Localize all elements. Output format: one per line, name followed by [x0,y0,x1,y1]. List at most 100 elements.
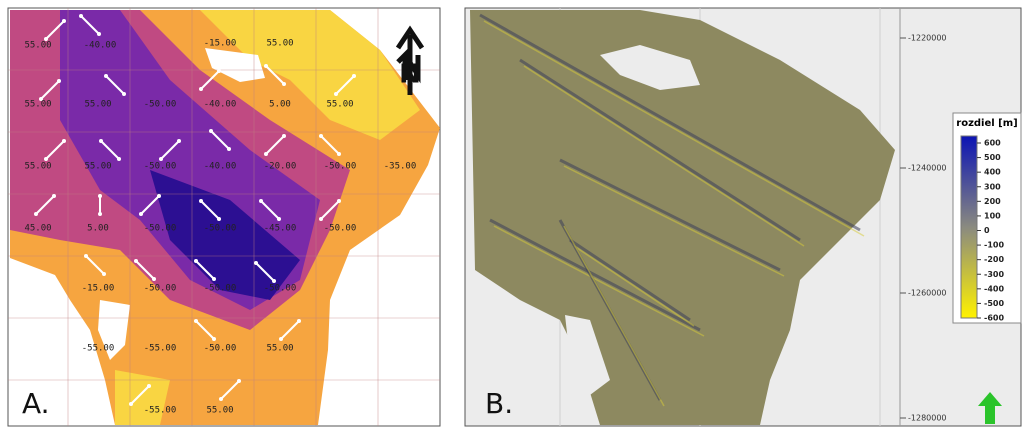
arrow-head [337,199,341,203]
y-tick-label: -1220000 [908,34,947,43]
arrow-head [79,14,83,18]
contour-label: 55.00 [266,344,293,354]
contour-label: 55.00 [84,100,111,110]
arrow-head [264,152,268,156]
arrow-head [254,261,258,265]
arrow-head [97,32,101,36]
contour-label: -50.00 [144,224,177,234]
legend-tick-label: 600 [984,139,1001,148]
contour-label: -40.00 [204,162,237,172]
contour-label: -50.00 [144,284,177,294]
y-tick-label: -1280000 [908,414,947,423]
contour-label: -55.00 [144,406,177,416]
contour-label: 5.00 [269,100,291,110]
arrow-head [62,19,66,23]
contour-label: -50.00 [204,284,237,294]
arrow-head [62,139,66,143]
contour-label: 55.00 [24,162,51,172]
contour-label: -40.00 [84,41,117,51]
legend-tick-label: -100 [984,241,1004,250]
arrow-head [259,199,263,203]
arrow-head [122,92,126,96]
contour-label: -15.00 [204,39,237,49]
contour-label: -40.00 [204,100,237,110]
arrow-head [217,69,221,73]
legend-tick-label: 400 [984,168,1001,177]
arrow-head [152,277,156,281]
arrow-head [319,217,323,221]
arrow-head [272,279,276,283]
contour-label: 45.00 [24,224,51,234]
contour-label: -50.00 [144,100,177,110]
legend-tick-label: 300 [984,182,1001,191]
contour-label: -55.00 [82,344,115,354]
legend-tick-label: 100 [984,211,1001,220]
panel-label: B. [485,387,513,420]
colorbar [961,136,977,318]
arrow-head [227,147,231,151]
arrow-head [217,217,221,221]
arrow-head [264,64,268,68]
arrow-head [99,139,103,143]
arrow-head [209,129,213,133]
arrow-head [104,74,108,78]
arrow-head [117,157,121,161]
contour-label: 55.00 [326,100,353,110]
arrow-head [157,194,161,198]
panel-a: 55.00 -40.00 -15.00 55.00 55.00 55.00 -50.00 -4… [8,8,440,426]
arrow-head [297,319,301,323]
arrow-head [98,212,102,216]
arrow-head [237,379,241,383]
legend-tick-label: 0 [984,226,990,235]
arrow-head [279,337,283,341]
legend-tick-label: -600 [984,314,1004,323]
contour-label: -50.00 [204,224,237,234]
arrow-head [219,397,223,401]
figure: 55.00 -40.00 -15.00 55.00 55.00 55.00 -50.00 -4… [0,0,1023,433]
arrow-head [52,194,56,198]
arrow-head [337,152,341,156]
arrow-head [84,254,88,258]
contour-label: 55.00 [24,41,51,51]
arrow-head [212,337,216,341]
legend-tick-label: 200 [984,197,1001,206]
arrow-head [194,259,198,263]
arrow-head [282,134,286,138]
contour-label: -20.00 [264,162,297,172]
legend-tick-label: -200 [984,255,1004,264]
arrow-head [212,277,216,281]
arrow-head [57,79,61,83]
arrow-head [98,194,102,198]
arrow-head [319,134,323,138]
contour-label: -50.00 [264,284,297,294]
contour-label: 55.00 [84,162,111,172]
arrow-head [159,157,163,161]
contour-label: -15.00 [82,284,115,294]
north-label: N [399,60,421,90]
legend-tick-label: -300 [984,270,1004,279]
contour-label: 55.00 [206,406,233,416]
contour-label: -35.00 [384,162,417,172]
arrow-head [194,319,198,323]
arrow-head [334,92,338,96]
panel-b: -1220000-1240000-1260000-1280000 rozdiel… [465,8,1021,426]
contour-label: 55.00 [266,39,293,49]
arrow-head [102,272,106,276]
contour-label: 5.00 [87,224,109,234]
arrow-head [277,217,281,221]
contour-label: -50.00 [204,344,237,354]
contour-label: -45.00 [264,224,297,234]
arrow-head [199,87,203,91]
arrow-head [134,259,138,263]
arrow-head [177,139,181,143]
arrow-head [139,212,143,216]
arrow-head [352,74,356,78]
arrow-head [147,384,151,388]
arrow-head [129,402,133,406]
panel-label: A. [22,387,50,420]
arrow-head [44,157,48,161]
legend-title: rozdiel [m] [956,118,1017,129]
contour-label: -50.00 [144,162,177,172]
arrow-head [199,199,203,203]
contour-label: 55.00 [24,100,51,110]
